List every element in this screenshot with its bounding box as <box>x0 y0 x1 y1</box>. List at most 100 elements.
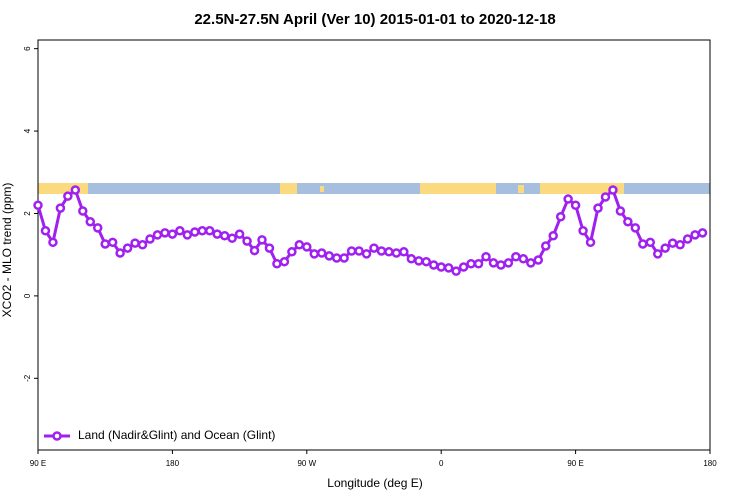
series-marker <box>667 238 678 248</box>
x-tick-label: 90 W <box>297 459 316 468</box>
legend-marker <box>52 431 62 441</box>
series-marker <box>399 247 409 257</box>
series-marker <box>555 212 566 222</box>
series-marker <box>234 229 245 239</box>
series-marker <box>548 230 558 241</box>
series-marker <box>309 249 320 259</box>
series-marker <box>182 230 193 240</box>
series-marker <box>518 254 529 264</box>
series-marker <box>115 248 125 258</box>
series-marker <box>436 262 446 272</box>
series-marker <box>623 216 633 227</box>
series-marker <box>85 216 96 227</box>
series-marker <box>212 229 222 239</box>
series-marker <box>511 251 521 262</box>
series-line <box>36 187 703 273</box>
series-marker <box>481 251 491 262</box>
series-marker <box>488 258 499 268</box>
series-marker <box>272 258 282 269</box>
series-marker <box>249 245 260 256</box>
series-marker <box>458 262 469 272</box>
series-marker <box>33 200 43 210</box>
series-marker <box>40 226 51 236</box>
series-marker <box>421 256 432 267</box>
series-marker <box>63 191 73 201</box>
series-marker <box>608 185 618 195</box>
series-marker <box>630 223 641 233</box>
series-marker <box>70 185 81 195</box>
series-marker <box>466 258 476 269</box>
series-marker <box>540 241 551 251</box>
x-axis-label: Longitude (deg E) <box>327 476 422 490</box>
series-marker <box>331 253 342 263</box>
land-ocean-strip <box>38 183 710 194</box>
y-tick-label: 2 <box>23 211 32 216</box>
plot-frame <box>37 39 711 451</box>
series-marker <box>600 192 611 202</box>
series-marker <box>533 255 544 265</box>
series-marker <box>697 228 708 238</box>
series-marker <box>287 247 297 257</box>
x-tick-label: 180 <box>703 459 717 468</box>
series-marker <box>197 226 208 236</box>
series-marker <box>578 226 588 236</box>
series-marker <box>190 227 200 237</box>
series-marker <box>473 258 484 269</box>
series-marker <box>316 248 327 258</box>
series-marker <box>675 240 685 250</box>
series-marker <box>451 266 461 276</box>
series-marker <box>690 230 700 240</box>
series-marker <box>615 206 626 216</box>
series-marker <box>242 236 252 246</box>
series-marker <box>219 230 230 241</box>
series-marker <box>361 249 372 259</box>
series-marker <box>100 239 110 249</box>
series-marker <box>48 237 58 248</box>
series-marker <box>264 243 275 253</box>
series-marker <box>324 251 334 261</box>
series-marker <box>152 230 163 240</box>
series-marker <box>257 235 267 245</box>
chart-title: 22.5N-27.5N April (Ver 10) 2015-01-01 to… <box>194 11 555 28</box>
series-marker <box>160 228 170 238</box>
series-marker <box>496 260 506 270</box>
series-marker <box>638 239 648 249</box>
y-tick-label: 4 <box>23 128 32 133</box>
series-marker <box>384 247 394 257</box>
series-marker <box>137 240 148 250</box>
series-marker <box>78 206 88 216</box>
series-marker <box>660 243 670 253</box>
series-marker <box>593 203 603 213</box>
series-marker <box>55 203 66 213</box>
y-tick-label: 0 <box>23 293 32 298</box>
series-marker <box>443 263 454 273</box>
series-marker <box>645 237 656 248</box>
series-marker <box>175 226 185 236</box>
series-marker <box>570 200 581 210</box>
series-marker <box>585 237 596 248</box>
series-marker <box>354 246 364 256</box>
series-marker <box>122 243 133 253</box>
series-marker <box>406 254 417 264</box>
series-marker <box>376 246 387 256</box>
series-marker <box>145 234 155 244</box>
series-marker <box>526 258 536 268</box>
series-marker <box>346 246 357 256</box>
series-marker <box>414 256 424 266</box>
x-tick-label: 90 E <box>567 459 583 468</box>
series-marker <box>294 240 305 250</box>
series-marker <box>92 223 103 233</box>
series-marker <box>391 248 402 258</box>
series-marker <box>369 243 379 253</box>
x-tick-label: 90 E <box>30 459 46 468</box>
series-marker <box>682 234 693 244</box>
series-marker <box>302 242 312 252</box>
y-tick-label: -2 <box>23 374 32 382</box>
series-marker <box>204 226 215 236</box>
series-marker <box>130 238 140 248</box>
series-marker <box>227 233 237 243</box>
series-marker <box>652 249 663 259</box>
series-marker <box>428 260 439 270</box>
series-marker <box>563 194 573 204</box>
